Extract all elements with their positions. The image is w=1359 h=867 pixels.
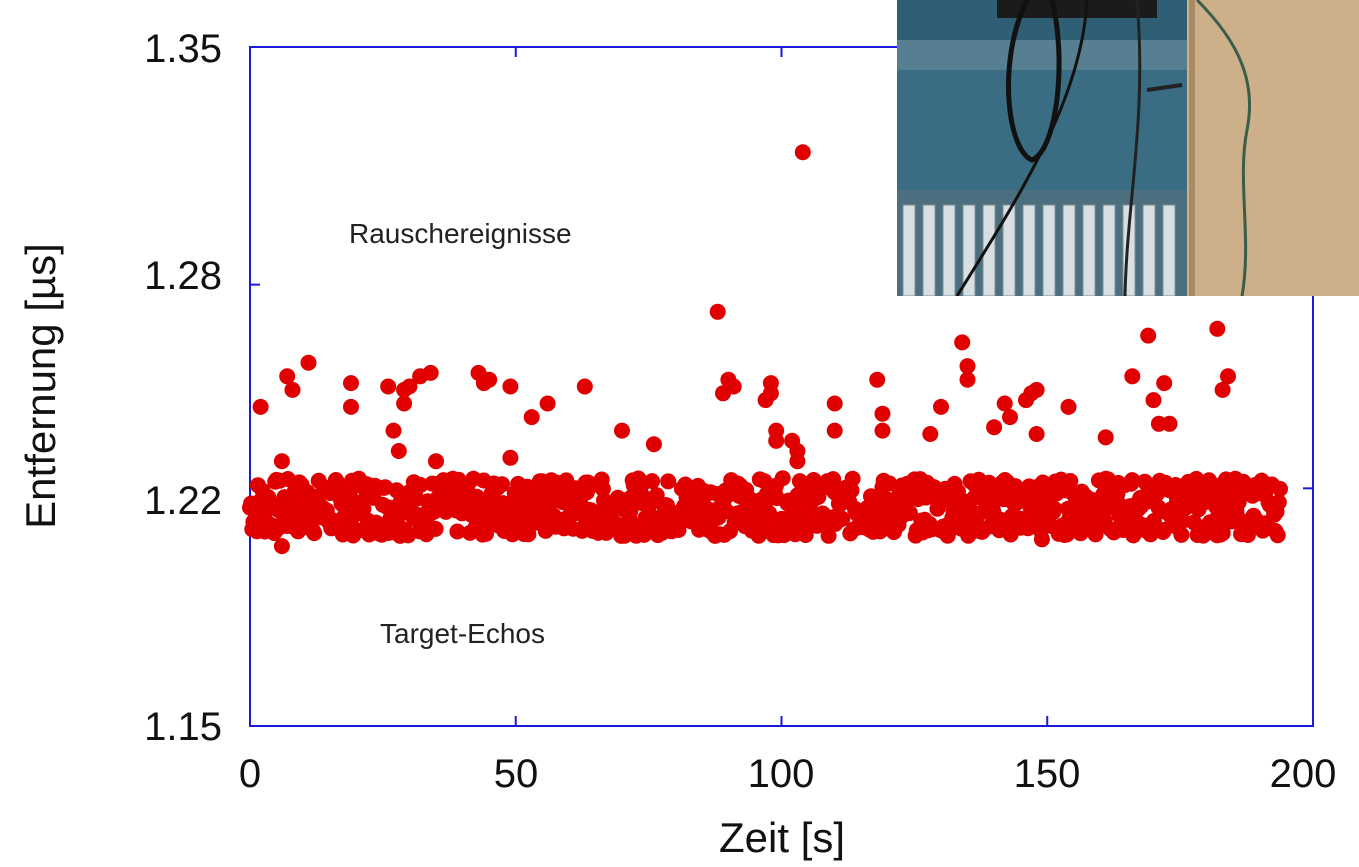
x-tick-label: 100 (748, 752, 815, 796)
annotation-target-echoes: Target-Echos (380, 618, 545, 649)
noise-event-point (959, 371, 976, 388)
noise-event-point (502, 449, 519, 466)
noise-event-point (1220, 368, 1236, 385)
noise-event-point (954, 334, 971, 351)
noise-event-point (343, 375, 359, 392)
noise-event-point (1002, 409, 1018, 426)
noise-event-point (874, 422, 891, 439)
noise-event-point (390, 443, 407, 459)
noise-event-point (789, 443, 806, 459)
noise-event-point (614, 422, 630, 439)
target-echo-point (1269, 527, 1286, 544)
noise-event-point (273, 453, 290, 470)
target-echo-point (901, 505, 918, 521)
target-echo-point (1270, 494, 1287, 511)
y-axis-title: Entfernung [µs] (17, 243, 64, 529)
target-echo-point (660, 473, 677, 490)
noise-event-point (252, 398, 269, 415)
x-tick-label: 200 (1270, 752, 1337, 796)
noise-event-point (996, 395, 1013, 412)
noise-event-point (762, 385, 779, 402)
noise-event-point (481, 371, 498, 388)
noise-event-point (343, 398, 359, 415)
target-echo-point (774, 470, 791, 487)
annotation-noise-events: Rauschereignisse (349, 218, 572, 249)
noise-event-point (645, 436, 662, 453)
noise-event-point (422, 364, 439, 381)
target-echo-point (670, 522, 687, 538)
noise-event-point (300, 354, 317, 371)
noise-event-point (539, 395, 556, 412)
noise-event-point (502, 378, 519, 395)
y-tick-label: 1.35 (144, 27, 222, 71)
noise-event-point (1028, 381, 1045, 398)
noise-event-point (284, 381, 301, 398)
target-echo-point (1046, 500, 1063, 517)
noise-event-point (725, 378, 742, 395)
target-echo-point (644, 473, 661, 490)
noise-event-point (986, 419, 1003, 436)
noise-event-point (1124, 368, 1141, 385)
noise-event-point (768, 432, 785, 449)
target-echo-point (1173, 526, 1190, 543)
lab-setup-photo (897, 0, 1359, 296)
noise-event-point (396, 395, 413, 412)
noise-event-point (401, 378, 418, 395)
noise-event-point (523, 409, 540, 426)
target-echo-point (1124, 472, 1141, 489)
noise-event-point (826, 422, 843, 439)
target-echo-point (494, 476, 510, 493)
noise-event-point (279, 368, 296, 385)
x-tick-label: 0 (239, 752, 261, 796)
data-points (242, 144, 1288, 555)
target-echo-point (834, 510, 851, 527)
noise-event-point (959, 358, 976, 375)
noise-event-point (1209, 320, 1226, 337)
noise-event-point (869, 371, 886, 388)
noise-event-point (1214, 381, 1231, 398)
target-echo-point (844, 470, 861, 487)
noise-event-point (1145, 392, 1162, 409)
noise-event-point (1060, 398, 1077, 415)
noise-event-point (1097, 429, 1114, 446)
noise-event-point (826, 395, 843, 412)
target-echo-point (306, 525, 323, 542)
target-echo-point (820, 527, 837, 544)
target-echo-point (427, 520, 444, 537)
target-echo-point (761, 505, 777, 521)
target-echo-point (273, 538, 290, 555)
noise-event-point (1140, 327, 1157, 344)
target-echo-point (594, 480, 611, 497)
noise-event-point (576, 378, 593, 395)
noise-event-point (1156, 375, 1173, 392)
noise-event-point (380, 378, 397, 395)
x-axis-title: Zeit [s] (719, 814, 845, 861)
y-tick-label: 1.22 (144, 479, 222, 523)
y-tick-label: 1.28 (144, 254, 222, 298)
target-echo-point (843, 482, 860, 499)
noise-event-point (794, 144, 811, 161)
noise-event-point (1028, 426, 1045, 442)
noise-event-point (428, 453, 444, 470)
target-echo-point (622, 502, 639, 519)
target-echo-point (1033, 531, 1050, 548)
noise-event-point (385, 422, 402, 439)
target-echo-point (449, 523, 466, 540)
x-tick-label: 150 (1014, 752, 1081, 796)
noise-event-point (1161, 415, 1178, 432)
target-echo-point (1272, 480, 1288, 497)
x-tick-label: 50 (494, 752, 539, 796)
noise-event-point (933, 398, 949, 415)
noise-event-point (709, 303, 726, 320)
y-tick-label: 1.15 (144, 705, 222, 749)
target-echo-point (750, 527, 767, 544)
noise-event-point (922, 426, 939, 442)
noise-event-point (874, 405, 891, 422)
